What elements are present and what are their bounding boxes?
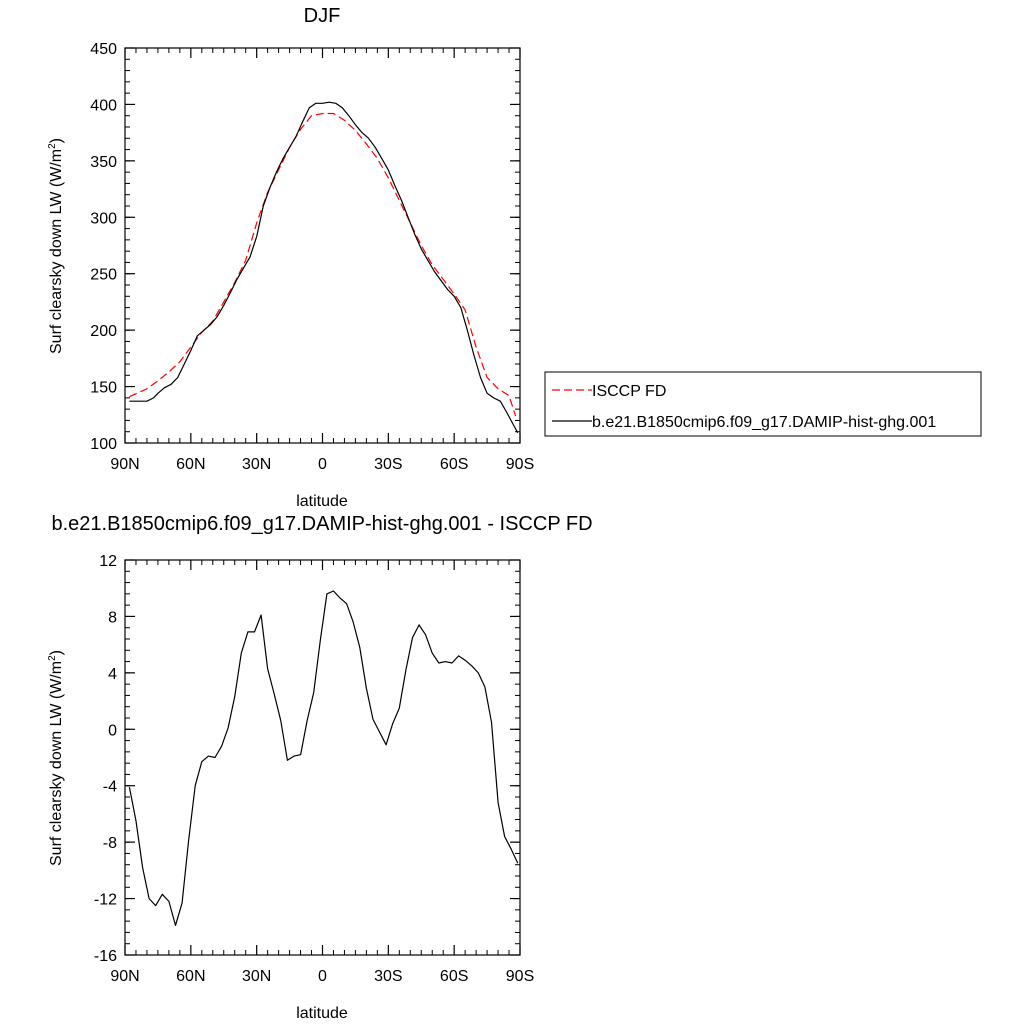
series-line-difference — [128, 590, 519, 927]
djf-chart: DJF 90N 60N 30N 0 30S 60S 90S 100 150 200 250 300 35… — [47, 5, 982, 510]
y-tick-label: -4 — [103, 779, 117, 796]
y-tick-label: -16 — [94, 948, 117, 965]
y-tick-label: 8 — [108, 609, 117, 626]
x-tick-label: 60S — [440, 456, 468, 473]
x-tick-label: 60S — [440, 968, 468, 985]
x-tick-label: 60N — [176, 968, 205, 985]
legend-label-isccp: ISCCP FD — [592, 383, 666, 400]
plot-frame — [124, 47, 521, 444]
y-tick-label: 300 — [90, 210, 117, 227]
y-tick-label: 200 — [90, 323, 117, 340]
y-tick-label: 400 — [90, 97, 117, 114]
legend: ISCCP FD b.e21.B1850cmip6.f09_g17.DAMIP-… — [544, 371, 982, 437]
x-tick-label: 0 — [318, 968, 327, 985]
y-tick-label: 4 — [108, 666, 117, 683]
x-tick-label: 60N — [176, 456, 205, 473]
x-tick-label: 90N — [110, 968, 139, 985]
x-tick-label: 30N — [242, 456, 271, 473]
x-axis-label: latitude — [296, 1005, 348, 1022]
y-axis-label: Surf clearsky down LW (W/m2) — [47, 138, 65, 354]
y-tick-label: 0 — [108, 722, 117, 739]
series-line-isccp — [129, 112, 517, 417]
y-tick-label: 250 — [90, 267, 117, 284]
x-tick-label: 90S — [506, 968, 534, 985]
y-axis-label: Surf clearsky down LW (W/m2) — [47, 650, 65, 866]
x-tick-label: 30N — [242, 968, 271, 985]
legend-label-model: b.e21.B1850cmip6.f09_g17.DAMIP-hist-ghg.… — [592, 414, 936, 431]
x-tick-label: 30S — [374, 456, 402, 473]
x-tick-label: 90N — [110, 456, 139, 473]
series-line-model — [129, 101, 519, 434]
y-tick-label: 150 — [90, 380, 117, 397]
x-tick-label: 30S — [374, 968, 402, 985]
x-axis-label: latitude — [296, 493, 348, 510]
y-tick-label: 100 — [90, 436, 117, 453]
plot-area: 90N 60N 30N 0 30S 60S 90S 100 150 200 250 300 350 400… — [90, 41, 534, 473]
x-tick-label: 90S — [506, 456, 534, 473]
y-tick-label: 350 — [90, 154, 117, 171]
chart-title: DJF — [304, 5, 341, 27]
plot-area: 90N 60N 30N 0 30S 60S 90S -16 -12 -8 -4 0 4 8 12 — [94, 553, 534, 985]
legend-box — [544, 371, 982, 437]
y-tick-label: 450 — [90, 41, 117, 58]
difference-chart: b.e21.B1850cmip6.f09_g17.DAMIP-hist-ghg.… — [47, 513, 593, 1022]
plot-frame — [124, 559, 521, 956]
x-tick-label: 0 — [318, 456, 327, 473]
chart-title: b.e21.B1850cmip6.f09_g17.DAMIP-hist-ghg.… — [51, 513, 592, 535]
y-tick-label: -12 — [94, 892, 117, 909]
y-tick-label: 12 — [99, 553, 117, 570]
y-tick-label: -8 — [103, 835, 117, 852]
